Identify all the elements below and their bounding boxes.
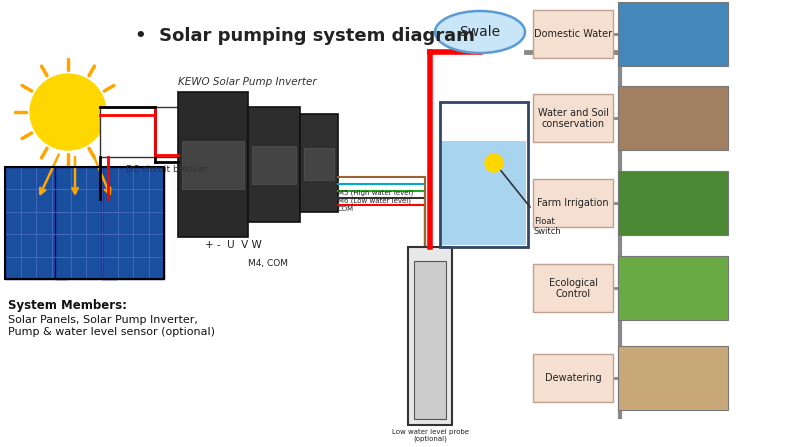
Text: •  Solar pumping system diagram: • Solar pumping system diagram [135, 27, 475, 45]
FancyBboxPatch shape [300, 114, 338, 212]
FancyBboxPatch shape [304, 148, 334, 180]
FancyBboxPatch shape [102, 167, 164, 279]
Text: + -  U  V W: + - U V W [205, 240, 262, 250]
FancyBboxPatch shape [178, 92, 248, 237]
Text: M4, COM: M4, COM [248, 259, 288, 268]
Text: M5 (High water level)
M6 (Low water level)
COM: M5 (High water level) M6 (Low water leve… [338, 189, 414, 212]
FancyBboxPatch shape [182, 141, 244, 189]
Text: KEWO Solar Pump Inverter: KEWO Solar Pump Inverter [178, 77, 317, 87]
FancyBboxPatch shape [248, 107, 300, 222]
Text: Low water level probe
(optional): Low water level probe (optional) [391, 429, 469, 443]
FancyBboxPatch shape [408, 247, 452, 425]
Ellipse shape [435, 11, 525, 53]
FancyBboxPatch shape [533, 94, 613, 143]
Text: DC circuit breaker: DC circuit breaker [126, 165, 208, 174]
FancyBboxPatch shape [533, 179, 613, 228]
Text: Swale: Swale [459, 25, 501, 39]
Text: Water and Soil
conservation: Water and Soil conservation [538, 108, 609, 129]
FancyBboxPatch shape [5, 167, 67, 279]
FancyBboxPatch shape [414, 261, 446, 419]
Text: Farm Irrigation: Farm Irrigation [537, 198, 609, 208]
Text: Dewatering: Dewatering [545, 373, 602, 383]
FancyBboxPatch shape [533, 264, 613, 312]
FancyBboxPatch shape [55, 167, 117, 279]
FancyBboxPatch shape [252, 146, 296, 184]
FancyBboxPatch shape [618, 1, 728, 66]
FancyBboxPatch shape [618, 256, 728, 320]
FancyBboxPatch shape [618, 346, 728, 410]
Circle shape [485, 154, 503, 172]
FancyBboxPatch shape [618, 86, 728, 151]
Text: Float
Switch: Float Switch [534, 217, 562, 236]
Text: Ecological
Control: Ecological Control [549, 278, 598, 299]
FancyBboxPatch shape [618, 171, 728, 236]
Text: Domestic Water: Domestic Water [534, 29, 612, 38]
Text: Solar Panels, Solar Pump Inverter,
Pump & water level sensor (optional): Solar Panels, Solar Pump Inverter, Pump … [8, 315, 215, 337]
FancyBboxPatch shape [533, 9, 613, 58]
Circle shape [30, 74, 106, 150]
Text: System Members:: System Members: [8, 299, 127, 312]
FancyBboxPatch shape [533, 354, 613, 402]
FancyBboxPatch shape [100, 107, 235, 157]
FancyBboxPatch shape [442, 141, 526, 245]
